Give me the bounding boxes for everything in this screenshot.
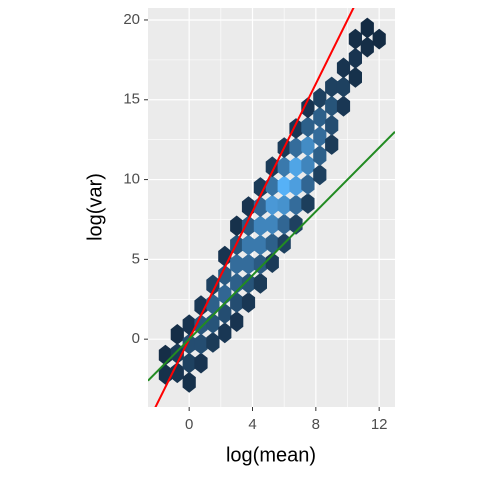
hex-cell xyxy=(230,292,244,313)
hex-cell xyxy=(182,352,196,374)
hex-cell xyxy=(301,116,315,138)
hex-cell xyxy=(182,371,196,393)
hex-cell xyxy=(313,106,327,128)
hex-cell xyxy=(301,97,315,119)
hex-cell xyxy=(325,114,339,136)
hex-cell xyxy=(289,194,303,216)
marks xyxy=(148,8,395,407)
hex-cell xyxy=(372,28,386,50)
hex-cell xyxy=(218,264,232,286)
hex-cell xyxy=(301,193,315,214)
hex-cell xyxy=(336,76,351,98)
hex-cell xyxy=(265,194,279,216)
hex-cell xyxy=(277,175,291,197)
hex-cell xyxy=(241,234,256,256)
hex-cell xyxy=(206,332,220,353)
hex-cell xyxy=(241,215,256,237)
hex-cell xyxy=(313,87,327,109)
hex-cell xyxy=(182,314,196,336)
hex-cell xyxy=(194,333,208,355)
y-tick-label: 20 xyxy=(123,11,140,28)
hex-cell xyxy=(336,95,351,117)
hex-cell xyxy=(265,213,279,235)
hex-cell xyxy=(241,292,256,313)
hex-cell xyxy=(206,274,220,296)
hex-cell xyxy=(230,215,244,237)
y-tick-label: 15 xyxy=(123,91,140,108)
hex-cell xyxy=(277,194,291,216)
x-axis-title: log(mean) xyxy=(226,444,316,466)
hex-cell xyxy=(253,177,267,198)
hex-cell xyxy=(301,154,315,176)
hex-cell xyxy=(218,303,232,324)
hex-cell xyxy=(289,118,303,139)
hex-cell xyxy=(348,47,362,69)
hex-cell xyxy=(253,215,267,237)
hex-cell xyxy=(265,233,279,254)
hex-cell xyxy=(289,156,303,178)
x-tick-label: 12 xyxy=(371,416,388,433)
y-tick-label: 0 xyxy=(132,330,140,347)
hex-cell xyxy=(313,164,327,186)
hex-cell xyxy=(360,36,374,58)
hex-cell xyxy=(325,134,339,155)
y-axis-title: log(var) xyxy=(84,173,106,241)
x-tick-label: 4 xyxy=(248,416,256,433)
x-tick-label: 0 xyxy=(185,416,193,433)
hex-cell xyxy=(301,174,315,195)
hex-cell xyxy=(265,175,279,197)
hex-cell xyxy=(277,213,291,235)
hex-cell xyxy=(253,234,267,256)
hex-cell xyxy=(253,272,267,294)
y-tick-label: 5 xyxy=(132,250,140,267)
axes: 0 4 8 12 0 5 10 15 20 xyxy=(123,11,387,433)
hex-cell xyxy=(360,17,374,39)
hex-cell xyxy=(289,175,303,197)
hex-cell xyxy=(325,76,339,98)
hex-cell xyxy=(313,145,327,166)
hex-cell xyxy=(301,135,315,157)
hex-cell xyxy=(230,311,244,332)
hex-cell xyxy=(289,137,303,158)
hex-cell xyxy=(241,253,256,275)
hex-cell xyxy=(348,67,362,88)
hex-cell xyxy=(218,322,232,344)
hex-cell xyxy=(170,324,184,345)
y-tick-label: 10 xyxy=(123,171,140,188)
hex-cell xyxy=(194,352,208,374)
hex-cell xyxy=(182,333,196,355)
hex-cell xyxy=(325,95,339,117)
hex-cell xyxy=(313,126,327,147)
x-tick-label: 8 xyxy=(312,416,320,433)
hex-cell xyxy=(265,156,279,178)
reference-line xyxy=(148,130,395,382)
hex-cell xyxy=(348,28,362,50)
hex-cell xyxy=(241,272,256,294)
hex-cell xyxy=(230,253,244,275)
hex-cell xyxy=(336,57,351,79)
hex-cell xyxy=(277,156,291,178)
